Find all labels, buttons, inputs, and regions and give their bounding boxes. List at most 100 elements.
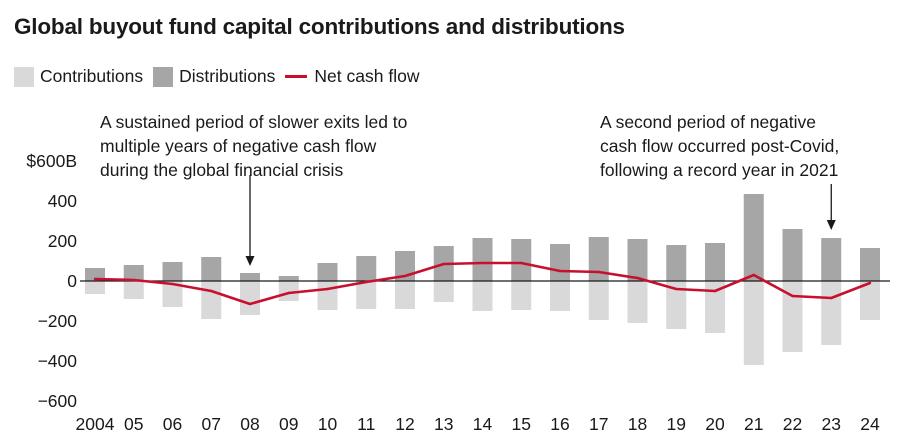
net-cash-flow-point bbox=[752, 273, 755, 277]
y-tick-label: 0 bbox=[67, 271, 77, 291]
net-cash-flow-point bbox=[520, 261, 523, 265]
x-tick-label: 21 bbox=[744, 414, 763, 434]
annotation-text: during the global financial crisis bbox=[100, 160, 343, 180]
annotation-arrowhead-icon bbox=[826, 220, 836, 230]
annotation-text: A second period of negative bbox=[600, 112, 816, 132]
x-tick-label: 05 bbox=[124, 414, 143, 434]
net-cash-flow-point bbox=[830, 296, 833, 300]
legend-item-distributions: Distributions bbox=[153, 66, 275, 87]
y-tick-label: −400 bbox=[38, 351, 78, 371]
net-cash-flow-point bbox=[210, 289, 213, 293]
net-cash-flow-point bbox=[636, 276, 639, 280]
x-tick-label: 12 bbox=[395, 414, 414, 434]
distribution-bar bbox=[123, 265, 144, 281]
x-tick-label: 07 bbox=[202, 414, 221, 434]
contribution-bar bbox=[240, 281, 260, 315]
x-tick-label: 23 bbox=[822, 414, 841, 434]
annotation-text: following a record year in 2021 bbox=[600, 160, 838, 180]
legend: Contributions Distributions Net cash flo… bbox=[14, 66, 429, 87]
contribution-bar bbox=[433, 281, 454, 302]
distribution-bar bbox=[821, 238, 842, 281]
distribution-bar bbox=[782, 229, 803, 281]
x-tick-label: 19 bbox=[667, 414, 686, 434]
x-tick-label: 13 bbox=[434, 414, 453, 434]
contribution-bar bbox=[666, 281, 687, 329]
distribution-bar bbox=[860, 248, 880, 281]
x-tick-label: 20 bbox=[705, 414, 725, 434]
distribution-bar bbox=[627, 239, 648, 281]
legend-label-net-cash-flow: Net cash flow bbox=[314, 66, 420, 86]
net-cash-flow-point bbox=[287, 291, 290, 295]
net-cash-flow-point bbox=[558, 269, 562, 273]
contribution-bar bbox=[472, 281, 493, 311]
x-tick-label: 2004 bbox=[76, 414, 115, 434]
distribution-bar bbox=[666, 245, 687, 281]
distribution-bar bbox=[278, 276, 299, 281]
x-tick-label: 18 bbox=[628, 414, 647, 434]
distribution-bar bbox=[317, 263, 338, 281]
distribution-bar bbox=[511, 239, 532, 281]
contribution-bar bbox=[588, 281, 609, 320]
x-tick-label: 06 bbox=[163, 414, 182, 434]
y-tick-label: $600B bbox=[26, 151, 77, 171]
distribution-bar bbox=[162, 262, 183, 281]
contributions-swatch bbox=[14, 66, 34, 87]
x-tick-label: 24 bbox=[860, 414, 880, 434]
contribution-bar bbox=[743, 281, 764, 365]
net-cash-flow-point bbox=[791, 294, 794, 298]
annotation-text: cash flow occurred post-Covid, bbox=[600, 136, 839, 156]
net-cash-flow-point bbox=[713, 289, 717, 293]
x-tick-label: 16 bbox=[550, 414, 569, 434]
legend-item-contributions: Contributions bbox=[14, 66, 143, 87]
distribution-bar bbox=[240, 273, 260, 281]
distribution-bar bbox=[472, 238, 493, 281]
net-cash-flow-point bbox=[326, 287, 329, 291]
x-tick-label: 22 bbox=[783, 414, 802, 434]
annotation-arrowhead-icon bbox=[245, 256, 255, 266]
y-tick-label: −200 bbox=[38, 311, 78, 331]
distribution-bar bbox=[705, 243, 725, 281]
net-cash-flow-point bbox=[868, 281, 872, 285]
annotation-text: A sustained period of slower exits led t… bbox=[100, 112, 407, 132]
contribution-bar bbox=[821, 281, 842, 345]
contribution-bar bbox=[550, 281, 570, 311]
distribution-bar bbox=[588, 237, 609, 281]
contribution-bar bbox=[317, 281, 338, 310]
contribution-bar bbox=[356, 281, 377, 309]
contribution-bar bbox=[705, 281, 725, 333]
net-cash-flow-point bbox=[248, 302, 252, 306]
x-tick-label: 10 bbox=[318, 414, 338, 434]
net-cash-flow-point bbox=[132, 278, 135, 282]
contribution-bar bbox=[162, 281, 183, 307]
x-tick-label: 15 bbox=[512, 414, 531, 434]
net-cash-flow-point bbox=[93, 277, 97, 281]
contribution-bar bbox=[627, 281, 648, 323]
contribution-bar bbox=[123, 281, 144, 299]
net-cash-flow-point bbox=[365, 280, 368, 284]
distribution-bar bbox=[356, 256, 377, 281]
contribution-bar bbox=[201, 281, 222, 319]
legend-label-contributions: Contributions bbox=[40, 66, 144, 86]
net-cash-flow-point bbox=[675, 287, 678, 291]
net-cash-flow-point bbox=[597, 270, 600, 274]
y-tick-label: 200 bbox=[48, 231, 77, 251]
legend-item-net-cash-flow: Net cash flow bbox=[285, 66, 419, 87]
distribution-bar bbox=[201, 257, 222, 281]
x-tick-label: 08 bbox=[240, 414, 259, 434]
net-cash-flow-swatch bbox=[285, 75, 308, 78]
x-tick-label: 14 bbox=[473, 414, 493, 434]
y-tick-label: −600 bbox=[38, 391, 78, 411]
contribution-bar bbox=[511, 281, 532, 310]
contribution-bar bbox=[860, 281, 880, 320]
distribution-bar bbox=[550, 244, 570, 281]
contribution-bar bbox=[85, 281, 105, 294]
contribution-bar bbox=[278, 281, 299, 301]
net-cash-flow-point bbox=[171, 282, 174, 286]
x-tick-label: 17 bbox=[589, 414, 608, 434]
distribution-bar bbox=[85, 268, 105, 281]
x-tick-label: 11 bbox=[357, 414, 375, 434]
x-tick-label: 09 bbox=[279, 414, 298, 434]
chart-title: Global buyout fund capital contributions… bbox=[14, 14, 625, 39]
distribution-bar bbox=[743, 194, 764, 281]
